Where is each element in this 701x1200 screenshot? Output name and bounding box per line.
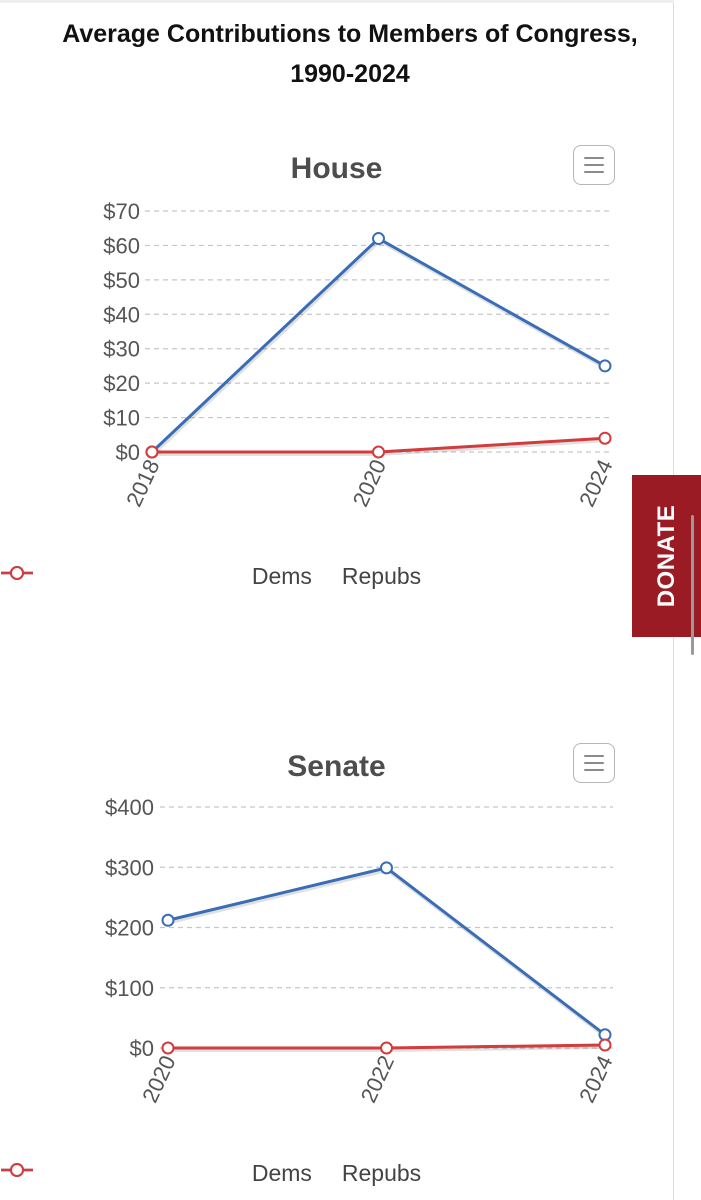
legend-label-dems: Dems — [251, 1160, 312, 1186]
y-tick-label: $50 — [103, 268, 140, 293]
series-line-dems[interactable] — [150, 237, 606, 454]
legend-label-repubs: Repubs — [341, 563, 422, 589]
house-chart: $0 $10 $20 $30 $40 $50 $60 $70 2018 2020 2024 Hous… — [0, 0, 673, 600]
y-tick-label: $400 — [105, 795, 154, 820]
x-tick-label: 2024 — [574, 456, 617, 511]
data-point-dems[interactable] — [598, 359, 612, 373]
x-tick-label: 2020 — [348, 456, 391, 511]
hamburger-menu-icon-bar — [584, 762, 604, 764]
series-shadow-dems — [151, 238, 607, 456]
hamburger-menu-icon — [584, 157, 604, 159]
y-tick-label: $40 — [103, 302, 140, 327]
data-point-repubs[interactable] — [598, 1038, 612, 1052]
senate-chart-title: Senate — [287, 750, 386, 783]
legend-item-dems[interactable]: Dems — [1, 1160, 312, 1187]
y-tick-label: $300 — [105, 855, 154, 880]
hamburger-menu-icon-bar — [584, 164, 604, 166]
page-title: Average Contributions to Members of Cong… — [62, 20, 638, 88]
data-point-repubs[interactable] — [380, 1041, 393, 1055]
data-point-dems[interactable] — [380, 861, 393, 875]
hamburger-menu-icon-bar — [584, 171, 604, 173]
series-shadow-dems — [168, 867, 608, 1039]
series-line-dems[interactable] — [167, 866, 606, 1036]
data-point-dems[interactable] — [372, 232, 385, 246]
data-point-repubs[interactable] — [598, 431, 612, 445]
y-tick-label: $0 — [130, 1036, 154, 1061]
legend-item-repubs[interactable]: Repubs — [1, 563, 422, 590]
y-tick-label: $30 — [103, 337, 140, 362]
hamburger-menu-icon — [584, 755, 604, 757]
repubs-series-icon — [1, 566, 33, 580]
data-point-dems[interactable] — [161, 913, 175, 927]
y-tick-label: $70 — [103, 199, 140, 224]
hamburger-menu-icon-bar — [584, 769, 604, 771]
senate-chart-menu-button[interactable] — [573, 743, 615, 783]
house-chart-title: House — [290, 152, 383, 185]
x-tick-label: 2024 — [574, 1052, 617, 1107]
y-tick-label: $100 — [105, 976, 154, 1001]
scrollbar[interactable] — [691, 515, 694, 655]
data-point-repubs[interactable] — [145, 445, 159, 459]
y-tick-label: $0 — [116, 440, 140, 465]
house-chart-legend: Dems Repubs — [0, 563, 673, 590]
senate-chart: $0 $100 $200 $300 $400 2020 2022 2024 Senate De… — [0, 600, 673, 1200]
data-point-repubs[interactable] — [372, 445, 385, 459]
repubs-series-icon — [1, 1163, 33, 1177]
senate-chart-legend: Dems Repubs — [0, 1160, 673, 1187]
house-chart-menu-button[interactable] — [573, 145, 615, 185]
y-tick-label: $60 — [103, 233, 140, 258]
donate-button[interactable]: DONATE — [632, 475, 701, 637]
donate-label: DONATE — [652, 504, 680, 608]
y-tick-label: $20 — [103, 371, 140, 396]
legend-label-repubs: Repubs — [341, 1160, 422, 1186]
legend-item-repubs[interactable]: Repubs — [1, 1160, 422, 1187]
x-tick-label: 2022 — [356, 1052, 399, 1107]
data-point-repubs[interactable] — [161, 1041, 175, 1055]
y-tick-label: $200 — [105, 916, 154, 941]
legend-label-dems: Dems — [251, 563, 312, 589]
y-tick-label: $10 — [103, 406, 140, 431]
top-divider — [0, 0, 701, 3]
legend-item-dems[interactable]: Dems — [1, 563, 312, 590]
